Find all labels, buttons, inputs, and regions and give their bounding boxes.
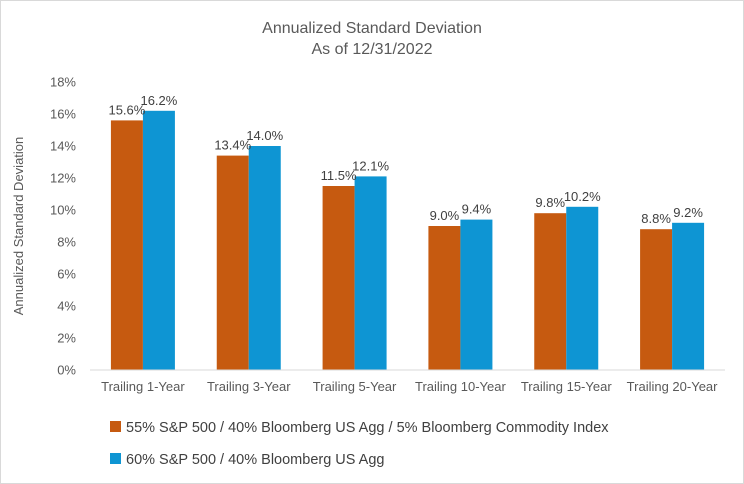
data-label-series-1: 8.8% [641, 211, 671, 226]
bar-series-1 [216, 155, 249, 370]
data-label-series-2: 16.2% [140, 93, 177, 108]
y-tick-label: 12% [50, 171, 76, 186]
x-axis-ticks: Trailing 1-Year Trailing 3-Year Trailing 5… [101, 379, 718, 394]
bar-series-2 [248, 146, 281, 370]
bar-series-1 [322, 186, 355, 370]
y-axis-label: Annualized Standard Deviation [11, 137, 26, 316]
y-axis-ticks: 0% 2% 4% 6% 8% 10% 12% 14% 16% 18% [50, 75, 76, 378]
bars [110, 110, 705, 371]
bar-series-2 [672, 222, 705, 370]
y-tick-label: 0% [57, 363, 76, 378]
chart-title: Annualized Standard Deviation [262, 20, 482, 37]
legend: 55% S&P 500 / 40% Bloomberg US Agg / 5% … [110, 420, 609, 468]
bar-series-1 [428, 226, 461, 370]
x-tick-label: Trailing 3-Year [207, 379, 291, 394]
data-label-series-1: 9.8% [535, 195, 565, 210]
y-tick-label: 18% [50, 75, 76, 90]
legend-label-series-1: 55% S&P 500 / 40% Bloomberg US Agg / 5% … [126, 420, 609, 436]
data-labels: 15.6%16.2% 13.4%14.0% 11.5%12.1% 9.0% 9.4% 9.… [108, 93, 703, 226]
chart-subtitle: As of 12/31/2022 [312, 41, 433, 58]
bar-series-2 [142, 110, 175, 371]
x-tick-label: Trailing 20-Year [627, 379, 718, 394]
bar-series-1 [640, 229, 673, 370]
data-label-series-2: 10.2% [564, 189, 601, 204]
data-label-series-1: 9.0% [430, 208, 460, 223]
x-tick-label: Trailing 15-Year [521, 379, 612, 394]
x-tick-label: Trailing 1-Year [101, 379, 185, 394]
y-tick-label: 16% [50, 107, 76, 122]
legend-swatch-series-2 [110, 453, 121, 464]
data-label-series-2: 14.0% [246, 128, 283, 143]
data-label-series-2: 9.2% [673, 205, 703, 220]
bar-series-1 [110, 120, 143, 371]
data-label-series-2: 12.1% [352, 158, 389, 173]
x-tick-label: Trailing 5-Year [313, 379, 397, 394]
y-tick-label: 8% [57, 235, 76, 250]
y-tick-label: 2% [57, 331, 76, 346]
legend-label-series-2: 60% S&P 500 / 40% Bloomberg US Agg [126, 452, 384, 468]
bar-series-1 [534, 213, 567, 370]
y-tick-label: 14% [50, 139, 76, 154]
data-label-series-1: 15.6% [108, 102, 145, 117]
y-tick-label: 6% [57, 267, 76, 282]
legend-swatch-series-1 [110, 421, 121, 432]
bar-series-2 [354, 176, 387, 370]
bar-series-2 [460, 219, 493, 370]
data-label-series-1: 13.4% [214, 138, 251, 153]
data-label-series-2: 9.4% [462, 202, 492, 217]
y-tick-label: 4% [57, 299, 76, 314]
x-tick-label: Trailing 10-Year [415, 379, 506, 394]
data-label-series-1: 11.5% [321, 168, 357, 183]
y-tick-label: 10% [50, 203, 76, 218]
bar-series-2 [566, 206, 599, 370]
